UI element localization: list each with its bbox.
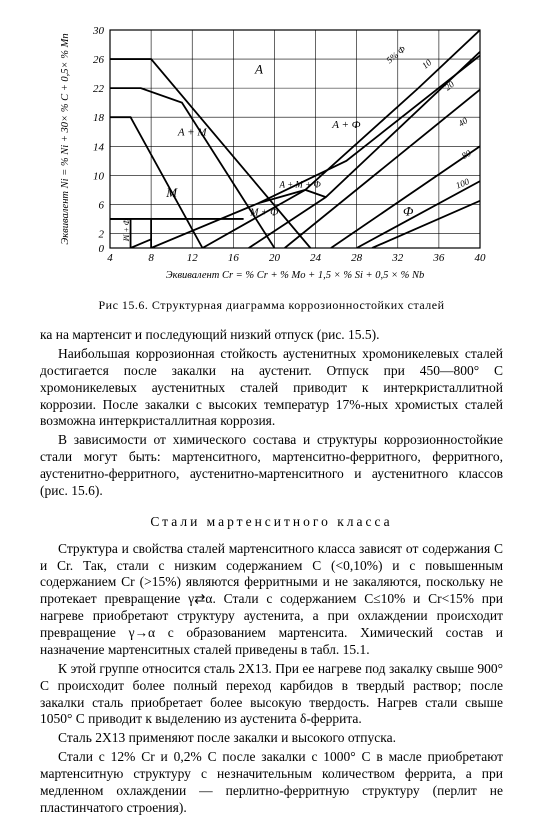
svg-text:26: 26 <box>93 54 105 66</box>
body-paragraph: Стали с 12% Cr и 0,2% C после закалки с … <box>40 749 503 817</box>
svg-text:32: 32 <box>391 252 404 264</box>
chart-svg: 481216202428323640026101418222630AA + MM… <box>52 20 492 290</box>
svg-text:8: 8 <box>148 252 154 264</box>
svg-text:6: 6 <box>98 199 104 211</box>
figure-caption: Рис 15.6. Структурная диаграмма коррозио… <box>40 298 503 313</box>
svg-text:18: 18 <box>93 112 105 124</box>
svg-text:30: 30 <box>92 25 105 37</box>
svg-text:A + M + Ф: A + M + Ф <box>278 180 321 190</box>
svg-text:40: 40 <box>474 252 486 264</box>
caption-label: Рис 15.6 <box>98 298 144 312</box>
svg-text:A + M: A + M <box>176 126 206 138</box>
svg-text:12: 12 <box>186 252 198 264</box>
body-paragraph: ка на мартенсит и последующий низкий отп… <box>40 327 503 344</box>
svg-text:M + Ф: M + Ф <box>249 207 278 218</box>
svg-text:Ф + M: Ф + M <box>121 219 130 243</box>
body-paragraph: В зависимости от химического состава и с… <box>40 432 503 500</box>
svg-text:24: 24 <box>310 252 322 264</box>
caption-text: Структурная диаграмма коррозионностойких… <box>152 298 445 312</box>
body-paragraph: К этой группе относится сталь 2Х13. При … <box>40 661 503 729</box>
svg-text:0: 0 <box>98 243 104 255</box>
svg-text:22: 22 <box>93 83 105 95</box>
body-paragraph: Наибольшая коррозионная стойкость аустен… <box>40 346 503 430</box>
body-paragraph: Сталь 2Х13 применяют после закалки и выс… <box>40 730 503 747</box>
svg-text:4: 4 <box>107 252 113 264</box>
svg-text:2: 2 <box>98 228 104 240</box>
svg-text:16: 16 <box>227 252 239 264</box>
svg-text:A + Ф: A + Ф <box>331 119 360 131</box>
svg-text:Эквивалент Cr = % Cr + % Mo +: Эквивалент Cr = % Cr + % Mo + 1,5 × % Si… <box>165 270 424 281</box>
svg-text:20: 20 <box>268 252 280 264</box>
svg-text:Ф: Ф <box>402 203 413 218</box>
section-heading: Стали мартенситного класса <box>40 514 503 531</box>
svg-text:36: 36 <box>432 252 445 264</box>
svg-text:M: M <box>165 185 178 200</box>
svg-text:28: 28 <box>351 252 363 264</box>
svg-text:10: 10 <box>93 170 105 182</box>
svg-text:A: A <box>254 62 263 77</box>
svg-text:Эквивалент Ni = % Ni + 30× % C: Эквивалент Ni = % Ni + 30× % C + 0,5× % … <box>60 33 71 244</box>
body-paragraph: Структура и свойства сталей мартенситног… <box>40 541 503 659</box>
svg-text:14: 14 <box>93 141 105 153</box>
schaeffler-diagram: 481216202428323640026101418222630AA + MM… <box>52 20 492 290</box>
